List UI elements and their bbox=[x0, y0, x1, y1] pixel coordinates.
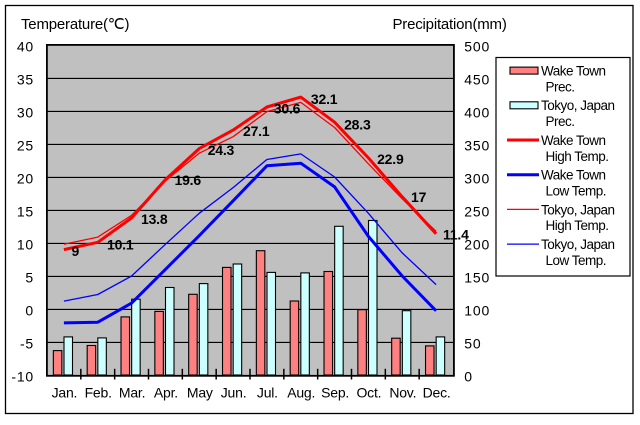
svg-text:Wake Town: Wake Town bbox=[541, 64, 606, 79]
svg-text:Tokyo, Japan: Tokyo, Japan bbox=[541, 237, 615, 252]
svg-text:0: 0 bbox=[464, 368, 473, 384]
svg-text:50: 50 bbox=[464, 335, 481, 351]
svg-text:28.3: 28.3 bbox=[344, 116, 371, 132]
svg-text:Wake Town: Wake Town bbox=[541, 168, 606, 183]
svg-text:24.3: 24.3 bbox=[208, 142, 235, 158]
svg-text:5: 5 bbox=[25, 269, 34, 285]
svg-text:0: 0 bbox=[25, 302, 34, 318]
svg-text:20: 20 bbox=[17, 170, 34, 186]
svg-text:-10: -10 bbox=[11, 368, 34, 384]
svg-text:150: 150 bbox=[464, 269, 490, 285]
svg-text:9: 9 bbox=[72, 243, 80, 259]
svg-text:25: 25 bbox=[17, 137, 34, 153]
svg-text:Prec.: Prec. bbox=[546, 114, 575, 129]
svg-text:400: 400 bbox=[464, 104, 490, 120]
svg-text:13.8: 13.8 bbox=[141, 211, 168, 227]
svg-text:40: 40 bbox=[17, 38, 34, 54]
svg-text:Jul.: Jul. bbox=[257, 385, 278, 401]
svg-text:11.4: 11.4 bbox=[443, 227, 469, 243]
svg-text:200: 200 bbox=[464, 236, 490, 252]
svg-text:Wake Town: Wake Town bbox=[541, 133, 606, 148]
svg-text:Oct.: Oct. bbox=[356, 385, 381, 401]
svg-text:22.9: 22.9 bbox=[377, 151, 404, 167]
svg-text:Dec.: Dec. bbox=[423, 385, 451, 401]
svg-text:250: 250 bbox=[464, 203, 490, 219]
svg-text:300: 300 bbox=[464, 170, 490, 186]
svg-text:10.1: 10.1 bbox=[107, 237, 134, 253]
svg-text:Temperature(℃): Temperature(℃) bbox=[21, 16, 129, 33]
svg-text:Prec.: Prec. bbox=[546, 79, 575, 94]
svg-text:30: 30 bbox=[17, 104, 34, 120]
svg-text:100: 100 bbox=[464, 302, 490, 318]
svg-text:17: 17 bbox=[411, 189, 427, 205]
svg-text:Tokyo, Japan: Tokyo, Japan bbox=[541, 98, 615, 113]
svg-text:Jun.: Jun. bbox=[221, 385, 247, 401]
svg-text:Sep.: Sep. bbox=[321, 385, 349, 401]
svg-text:500: 500 bbox=[464, 38, 490, 54]
svg-text:May: May bbox=[187, 385, 213, 401]
svg-text:-5: -5 bbox=[20, 335, 34, 351]
svg-text:32.1: 32.1 bbox=[311, 91, 338, 107]
svg-text:High Temp.: High Temp. bbox=[546, 149, 609, 164]
svg-text:Jan.: Jan. bbox=[52, 385, 78, 401]
svg-text:Feb.: Feb. bbox=[85, 385, 112, 401]
svg-text:High Temp.: High Temp. bbox=[546, 218, 609, 233]
svg-text:10: 10 bbox=[17, 236, 34, 252]
svg-text:350: 350 bbox=[464, 137, 490, 153]
svg-text:Aug.: Aug. bbox=[287, 385, 315, 401]
svg-text:19.6: 19.6 bbox=[175, 172, 202, 188]
svg-text:35: 35 bbox=[17, 71, 34, 87]
svg-text:30.6: 30.6 bbox=[274, 100, 301, 116]
svg-text:Nov.: Nov. bbox=[389, 385, 416, 401]
svg-text:Tokyo, Japan: Tokyo, Japan bbox=[541, 202, 615, 217]
svg-text:Low Temp.: Low Temp. bbox=[546, 184, 607, 199]
svg-text:450: 450 bbox=[464, 71, 490, 87]
svg-text:27.1: 27.1 bbox=[243, 123, 270, 139]
svg-text:Precipitation(mm): Precipitation(mm) bbox=[393, 16, 507, 33]
svg-text:Low Temp.: Low Temp. bbox=[546, 253, 607, 268]
svg-text:Apr.: Apr. bbox=[154, 385, 178, 401]
svg-text:Mar.: Mar. bbox=[119, 385, 145, 401]
svg-text:15: 15 bbox=[17, 203, 34, 219]
